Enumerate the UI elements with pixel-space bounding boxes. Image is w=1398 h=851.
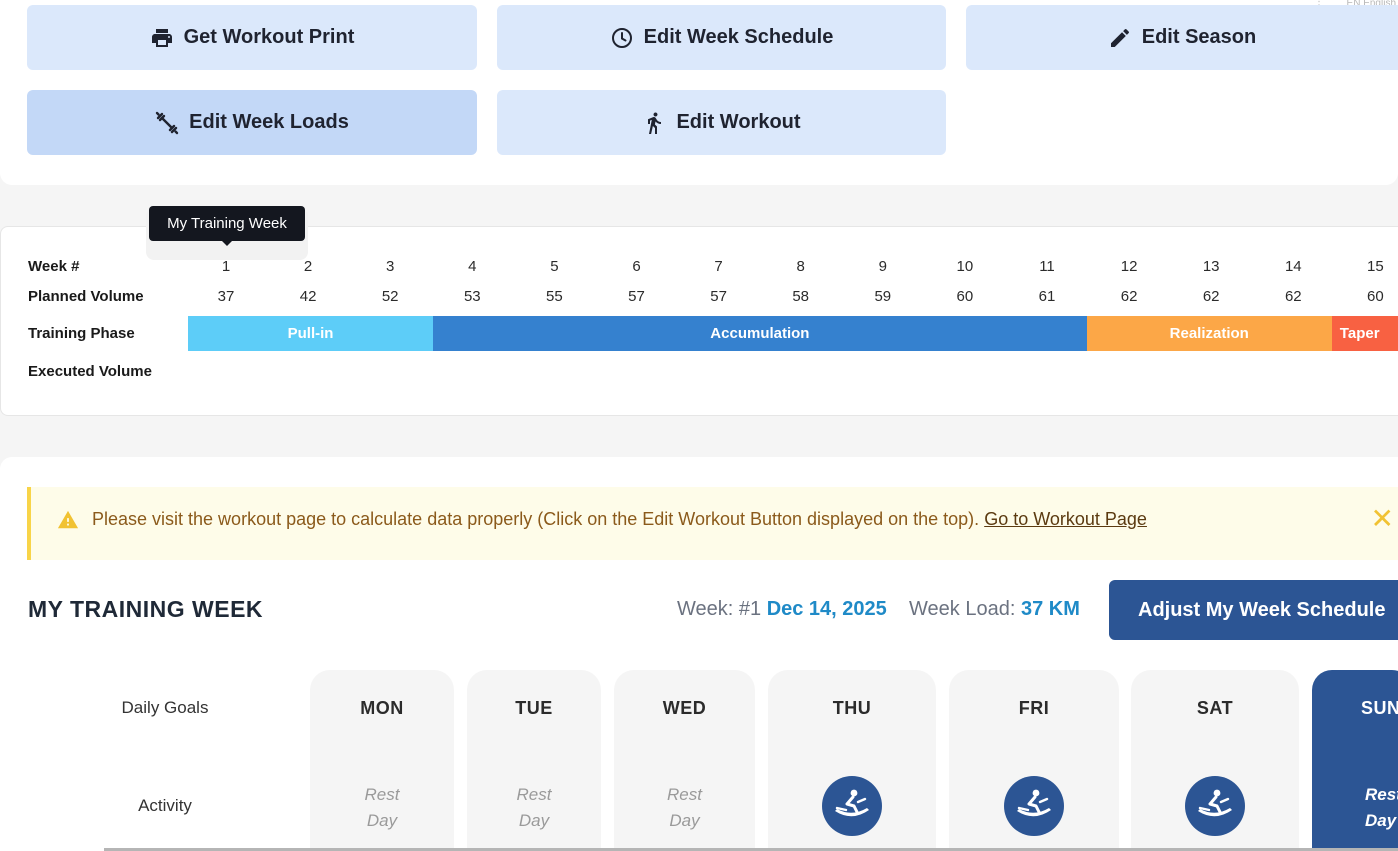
week-number-cell[interactable]: 3: [386, 258, 395, 275]
day-column-fri[interactable]: FRI: [949, 670, 1119, 851]
week-number-cell[interactable]: 9: [878, 258, 887, 275]
week-number-cell[interactable]: 7: [714, 258, 723, 275]
week-number: Week: #1: [677, 598, 762, 620]
day-name: TUE: [515, 698, 553, 718]
my-training-week-tooltip: My Training Week: [149, 206, 305, 246]
edit-workout-button[interactable]: Edit Workout: [497, 90, 946, 155]
scroll-divider: [104, 848, 1398, 851]
day-name: FRI: [1018, 698, 1050, 718]
planned-volume-cell: 62: [1202, 288, 1220, 305]
page-title: MY TRAINING WEEK: [28, 596, 264, 622]
planned-volume-cell: 57: [710, 288, 727, 305]
planned-volume-cell: 60: [956, 288, 974, 305]
week-number-cell[interactable]: 6: [632, 258, 641, 275]
phase-segment-accumulation: Accumulation: [433, 316, 1087, 351]
planned-volume-cell: 57: [628, 288, 645, 305]
rest-day-label: Rest Day: [364, 785, 400, 830]
planned-volume-cell: 53: [463, 288, 481, 305]
warning-icon: [57, 510, 79, 529]
day-name: WED: [662, 698, 707, 718]
week-number-cell[interactable]: 13: [1202, 258, 1220, 275]
planned-volume-cell: 55: [546, 288, 563, 305]
phase-segment-pull-in: Pull-in: [188, 316, 434, 351]
planned-volume-cell: 42: [299, 288, 317, 305]
week-number-cell[interactable]: 8: [796, 258, 805, 275]
planned-volume-cell: 62: [1284, 288, 1302, 305]
get-workout-print-button[interactable]: Get Workout Print: [27, 5, 477, 70]
edit-week-schedule-button[interactable]: Edit Week Schedule: [497, 5, 946, 70]
edit-season-button[interactable]: Edit Season: [966, 5, 1398, 70]
day-column-sat[interactable]: SAT: [1131, 670, 1299, 851]
week-info: Week: #1 Dec 14, 2025 Week Load: 37 KM: [677, 598, 1080, 621]
day-name: SUN: [1361, 698, 1398, 718]
day-name: MON: [360, 698, 404, 718]
day-name: SAT: [1196, 698, 1234, 718]
day-column-wed[interactable]: WED Rest Day: [614, 670, 755, 851]
planned-volume-cell: 37: [217, 288, 235, 305]
week-date: Dec 14, 2025: [766, 598, 887, 620]
rowing-icon[interactable]: [1185, 776, 1245, 836]
week-load-value: 37 KM: [1020, 598, 1080, 620]
planned-volume-cell: 61: [1038, 288, 1056, 305]
edit-week-schedule-label: Edit Week Schedule: [643, 26, 834, 48]
go-to-workout-page-link[interactable]: Go to Workout Page: [984, 509, 1147, 529]
rest-day-label: Rest Day: [1365, 785, 1398, 830]
dumbbell-icon: [155, 111, 179, 134]
rowing-icon[interactable]: [1004, 776, 1064, 836]
week-number-label: Week #: [28, 258, 80, 275]
edit-week-loads-label: Edit Week Loads: [189, 111, 349, 133]
rest-day-label: Rest Day: [667, 785, 702, 830]
week-load-label: Week Load:: [909, 598, 1016, 620]
close-icon[interactable]: ✕: [1370, 503, 1394, 534]
daily-goals-label: Daily Goals: [121, 698, 209, 717]
alert-message: Please visit the workout page to calcula…: [92, 509, 1147, 530]
rowing-icon[interactable]: [822, 776, 882, 836]
week-number-cell[interactable]: 11: [1039, 258, 1055, 275]
edit-week-loads-button[interactable]: Edit Week Loads: [27, 90, 477, 155]
week-number-cell[interactable]: 15: [1367, 258, 1384, 275]
printer-icon: [151, 28, 172, 47]
adjust-week-schedule-button[interactable]: Adjust My Week Schedule: [1109, 580, 1398, 640]
rest-day-label: Rest Day: [516, 785, 552, 830]
running-icon: [648, 112, 662, 134]
phase-segment-realization: Realization: [1086, 316, 1332, 351]
planned-volume-cell: 60: [1367, 288, 1384, 305]
training-phase-label: Training Phase: [28, 325, 135, 342]
get-workout-print-label: Get Workout Print: [183, 26, 355, 48]
planned-volume-cell: 58: [792, 288, 810, 305]
edit-season-label: Edit Season: [1141, 26, 1257, 48]
planned-volume-cell: 59: [874, 288, 892, 305]
executed-volume-label: Executed Volume: [28, 363, 152, 380]
day-column-mon[interactable]: MON Rest Day: [310, 670, 454, 851]
day-column-thu[interactable]: THU: [768, 670, 936, 851]
warning-alert: Please visit the workout page to calcula…: [27, 487, 1398, 560]
phase-segment-taper: Taper: [1331, 316, 1398, 351]
planned-volume-cell: 52: [381, 288, 399, 305]
week-number-cell[interactable]: 2: [303, 258, 313, 275]
day-name: THU: [832, 698, 872, 718]
week-number-cell[interactable]: 14: [1284, 258, 1302, 275]
week-number-cell[interactable]: 4: [468, 258, 477, 275]
week-number-cell[interactable]: 5: [550, 258, 559, 275]
planned-volume-label: Planned Volume: [28, 288, 144, 305]
planned-volume-cell: 62: [1120, 288, 1138, 305]
week-number-cell[interactable]: 12: [1120, 258, 1138, 275]
pencil-icon: [1110, 28, 1129, 47]
language-selector[interactable]: EN English: [1347, 0, 1396, 9]
alert-text: Please visit the workout page to calcula…: [92, 509, 980, 529]
day-column-sun[interactable]: SUN Rest Day: [1312, 670, 1398, 851]
clock-icon: [611, 27, 632, 48]
activity-label: Activity: [138, 796, 192, 815]
week-number-cell[interactable]: 1: [221, 258, 231, 275]
week-number-cell[interactable]: 10: [956, 258, 974, 275]
day-column-tue[interactable]: TUE Rest Day: [467, 670, 601, 851]
edit-workout-label: Edit Workout: [676, 111, 801, 133]
